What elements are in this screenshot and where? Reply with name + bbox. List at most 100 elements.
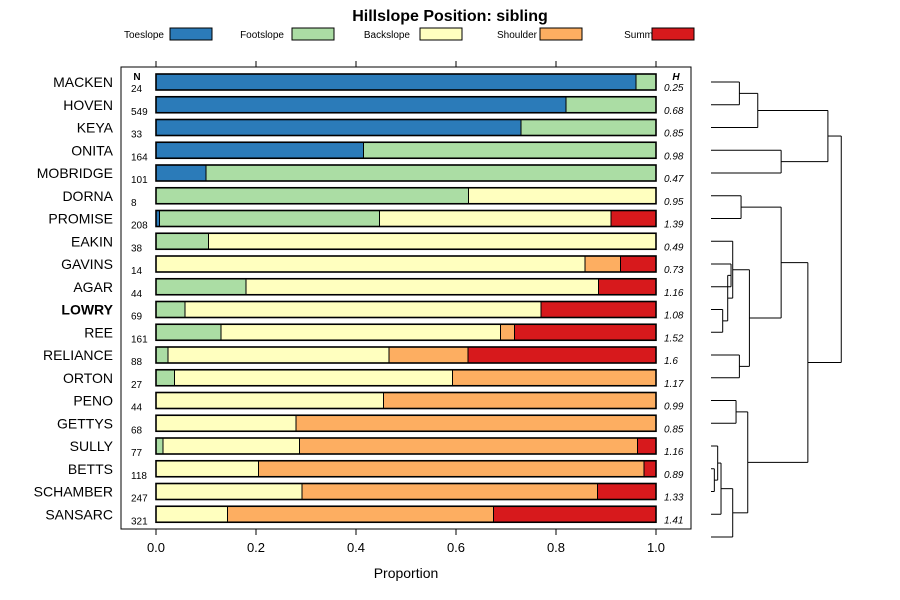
bar-outline [155, 482, 657, 501]
bar-segment [227, 505, 494, 523]
bar-outline [155, 459, 657, 478]
legend-swatch-footslope [291, 27, 335, 41]
n-value: 101 [131, 175, 148, 186]
n-column-header: N [133, 72, 140, 83]
row-label: DORNA [62, 188, 113, 204]
n-value: 77 [131, 448, 143, 459]
row-label: MOBRIDGE [37, 165, 113, 181]
bar-segment [208, 232, 657, 250]
bar-segment [155, 483, 303, 500]
row-label: PENO [73, 393, 113, 409]
bar-rows: MACKEN 24 0.25 HOVEN 549 0.68 KEYA 33 0.85 ONITA 1… [34, 73, 684, 527]
row-label: SULLY [70, 438, 114, 454]
bar-segment [383, 392, 657, 409]
row-label: GETTYS [57, 415, 113, 431]
row-label: AGAR [73, 279, 113, 295]
bar-outline [155, 209, 657, 228]
bar-segment [467, 346, 657, 364]
bar-segment [162, 437, 300, 455]
legend-swatch-backslope [419, 27, 463, 41]
h-value: 0.47 [664, 174, 684, 185]
bar-segment [299, 437, 638, 455]
n-value: 549 [131, 107, 148, 118]
bar-segment [155, 119, 522, 136]
bar-segment [155, 141, 364, 159]
row-label: PROMISE [48, 211, 113, 227]
bar-outline [155, 391, 657, 410]
row-label: HOVEN [63, 97, 113, 113]
h-value: 1.16 [664, 288, 684, 299]
row-label: BETTS [68, 461, 113, 477]
h-value: 0.85 [664, 424, 684, 435]
h-value: 0.25 [664, 83, 684, 94]
bar-outline [155, 118, 657, 137]
bar-segment [468, 187, 657, 205]
n-value: 44 [131, 403, 143, 414]
n-value: 118 [131, 471, 147, 482]
n-value: 8 [131, 198, 137, 209]
bar-segment [643, 460, 657, 478]
x-axis-label: Proportion [374, 565, 439, 581]
bar-segment [258, 460, 645, 478]
row-label: ONITA [71, 142, 113, 158]
bar-segment [155, 278, 247, 296]
bar-segment [295, 414, 657, 432]
n-value: 69 [131, 312, 143, 323]
bar-segment [155, 96, 567, 114]
h-column-header: H [672, 72, 680, 83]
n-value: 33 [131, 130, 143, 141]
n-value: 88 [131, 357, 143, 368]
n-value: 24 [131, 84, 143, 95]
row-label: RELIANCE [43, 347, 113, 363]
row-label: KEYA [77, 120, 114, 136]
bar-outline [155, 73, 657, 91]
x-tick-label: 0.4 [347, 540, 365, 555]
bar-segment [159, 210, 380, 227]
row-label: GAVINS [61, 256, 113, 272]
bar-outline [155, 414, 657, 433]
bar-segment [155, 414, 297, 432]
h-value: 0.98 [664, 151, 684, 162]
h-value: 0.85 [664, 129, 684, 140]
h-value: 0.99 [664, 402, 684, 413]
bar-segment [620, 255, 657, 273]
bar-segment [220, 323, 501, 341]
bar-segment [245, 278, 599, 296]
bar-segment [493, 505, 657, 523]
x-tick-label: 1.0 [647, 540, 665, 555]
row-label: SANSARC [45, 506, 113, 522]
h-value: 0.68 [664, 106, 684, 117]
row-label: SCHAMBER [34, 484, 113, 500]
bar-segment [452, 369, 657, 387]
bar-segment [155, 187, 469, 205]
n-value: 164 [131, 152, 148, 163]
bar-segment [155, 301, 186, 318]
bar-outline [155, 277, 657, 296]
n-value: 44 [131, 289, 143, 300]
bar-outline [155, 505, 657, 524]
legend-label-footslope: Footslope [240, 30, 284, 41]
bar-outline [155, 368, 657, 387]
bar-segment [155, 255, 586, 273]
x-tick-label: 0.2 [247, 540, 265, 555]
n-value: 208 [131, 221, 148, 232]
legend-label-backslope: Backslope [364, 30, 411, 41]
n-value: 27 [131, 380, 143, 391]
n-value: 14 [131, 266, 143, 277]
dendrogram [711, 81, 842, 538]
bar-segment [155, 460, 259, 478]
bar-outline [155, 323, 657, 342]
bar-segment [584, 255, 621, 273]
bar-segment [363, 141, 657, 159]
row-label: ORTON [63, 370, 113, 386]
n-value: 321 [131, 516, 148, 527]
bar-segment [598, 278, 657, 296]
row-label: MACKEN [53, 74, 113, 90]
h-value: 1.41 [664, 515, 683, 526]
legend-swatch-shoulder [539, 27, 583, 41]
h-value: 1.17 [664, 379, 684, 390]
row-label: EAKIN [71, 233, 113, 249]
bar-segment [500, 323, 515, 341]
bar-segment [301, 483, 598, 500]
